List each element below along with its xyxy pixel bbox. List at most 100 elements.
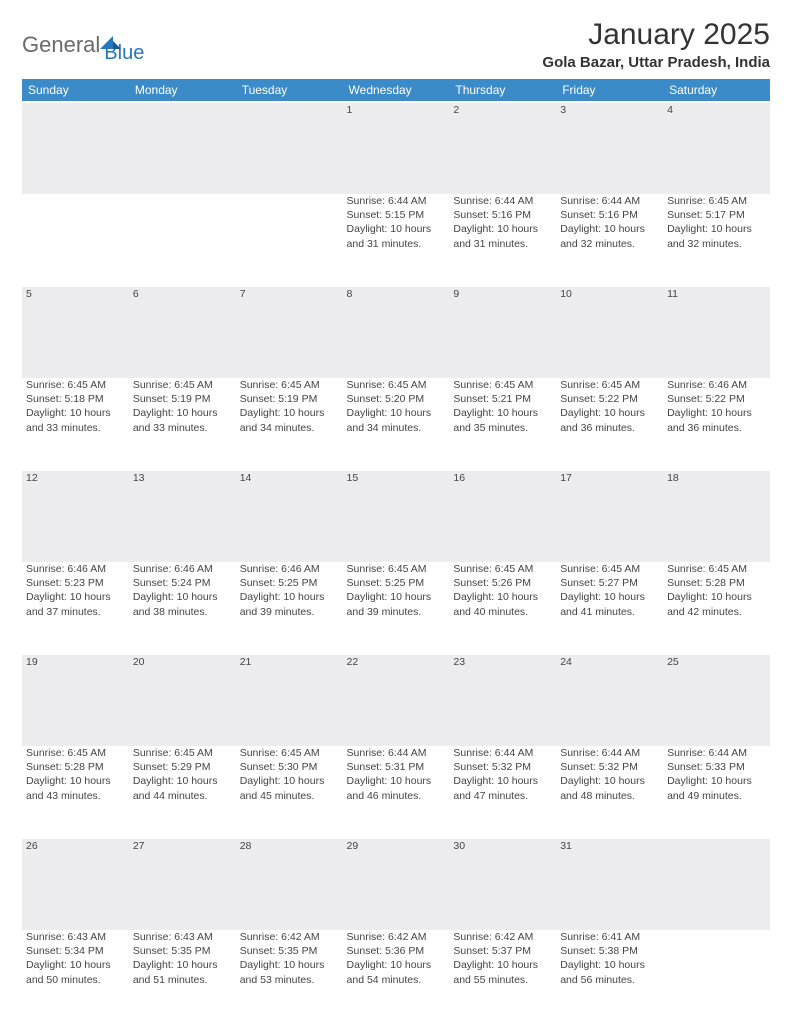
sunset-text: Sunset: 5:25 PM: [347, 576, 446, 590]
day-cell: Sunrise: 6:46 AMSunset: 5:24 PMDaylight:…: [129, 562, 236, 654]
day-cell: [129, 194, 236, 286]
day2-text: and 43 minutes.: [26, 789, 125, 803]
sunrise-text: Sunrise: 6:42 AM: [453, 930, 552, 944]
day1-text: Daylight: 10 hours: [667, 774, 766, 788]
sunrise-text: Sunrise: 6:45 AM: [453, 562, 552, 576]
sunrise-text: Sunrise: 6:44 AM: [667, 746, 766, 760]
day-cell: Sunrise: 6:44 AMSunset: 5:32 PMDaylight:…: [556, 746, 663, 838]
day-cell: Sunrise: 6:45 AMSunset: 5:21 PMDaylight:…: [449, 378, 556, 470]
day1-text: Daylight: 10 hours: [347, 958, 446, 972]
sunrise-text: Sunrise: 6:46 AM: [133, 562, 232, 576]
day2-text: and 49 minutes.: [667, 789, 766, 803]
day-number: 17: [556, 470, 663, 562]
day2-text: and 44 minutes.: [133, 789, 232, 803]
day2-text: and 36 minutes.: [667, 421, 766, 435]
day1-text: Daylight: 10 hours: [560, 958, 659, 972]
weekday-header: Monday: [129, 79, 236, 102]
daynum-row: 12131415161718: [22, 470, 770, 562]
day1-text: Daylight: 10 hours: [667, 406, 766, 420]
weekday-header: Thursday: [449, 79, 556, 102]
day1-text: Daylight: 10 hours: [133, 958, 232, 972]
day1-text: Daylight: 10 hours: [347, 774, 446, 788]
day-cell: Sunrise: 6:44 AMSunset: 5:33 PMDaylight:…: [663, 746, 770, 838]
day-number: 20: [129, 654, 236, 746]
day-cell: Sunrise: 6:44 AMSunset: 5:16 PMDaylight:…: [556, 194, 663, 286]
day2-text: and 54 minutes.: [347, 973, 446, 987]
sunrise-text: Sunrise: 6:43 AM: [26, 930, 125, 944]
day-number: 10: [556, 286, 663, 378]
day1-text: Daylight: 10 hours: [26, 958, 125, 972]
sunset-text: Sunset: 5:31 PM: [347, 760, 446, 774]
month-title: January 2025: [542, 18, 770, 52]
day-number: 9: [449, 286, 556, 378]
day2-text: and 53 minutes.: [240, 973, 339, 987]
sunset-text: Sunset: 5:19 PM: [133, 392, 232, 406]
day-cell: Sunrise: 6:42 AMSunset: 5:36 PMDaylight:…: [343, 930, 450, 1022]
day-number: [663, 838, 770, 930]
daynum-row: 262728293031: [22, 838, 770, 930]
day-cell: Sunrise: 6:45 AMSunset: 5:18 PMDaylight:…: [22, 378, 129, 470]
sunset-text: Sunset: 5:28 PM: [26, 760, 125, 774]
day-number: 2: [449, 102, 556, 194]
day-number: 12: [22, 470, 129, 562]
day2-text: and 55 minutes.: [453, 973, 552, 987]
day2-text: and 46 minutes.: [347, 789, 446, 803]
sunrise-text: Sunrise: 6:45 AM: [133, 378, 232, 392]
day-cell: Sunrise: 6:45 AMSunset: 5:19 PMDaylight:…: [129, 378, 236, 470]
day-number: 6: [129, 286, 236, 378]
weekday-header: Saturday: [663, 79, 770, 102]
day-cell: Sunrise: 6:45 AMSunset: 5:26 PMDaylight:…: [449, 562, 556, 654]
sunset-text: Sunset: 5:36 PM: [347, 944, 446, 958]
logo-triangle-icon: [100, 33, 122, 51]
day1-text: Daylight: 10 hours: [133, 590, 232, 604]
weekday-header: Sunday: [22, 79, 129, 102]
day-cell: Sunrise: 6:45 AMSunset: 5:27 PMDaylight:…: [556, 562, 663, 654]
day-cell: Sunrise: 6:46 AMSunset: 5:22 PMDaylight:…: [663, 378, 770, 470]
sunrise-text: Sunrise: 6:45 AM: [240, 746, 339, 760]
day-cell: Sunrise: 6:45 AMSunset: 5:29 PMDaylight:…: [129, 746, 236, 838]
sunset-text: Sunset: 5:18 PM: [26, 392, 125, 406]
day2-text: and 34 minutes.: [347, 421, 446, 435]
sunset-text: Sunset: 5:20 PM: [347, 392, 446, 406]
day-row: Sunrise: 6:45 AM Sunset: 5:18 PM Daylight:…: [22, 378, 770, 470]
day2-text: and 35 minutes.: [453, 421, 552, 435]
day-cell: Sunrise: 6:45 AMSunset: 5:25 PMDaylight:…: [343, 562, 450, 654]
day-row: Sunrise: 6:44 AMSunset: 5:15 PMDaylight:…: [22, 194, 770, 286]
weekday-header: Tuesday: [236, 79, 343, 102]
day-cell: Sunrise: 6:45 AMSunset: 5:17 PMDaylight:…: [663, 194, 770, 286]
day1-text: Daylight: 10 hours: [560, 774, 659, 788]
sunrise-text: Sunrise: 6:45 AM: [347, 562, 446, 576]
day1-text: Daylight: 10 hours: [453, 774, 552, 788]
calendar-table: Sunday Monday Tuesday Wednesday Thursday…: [22, 79, 770, 1022]
daynum-row: 567891011: [22, 286, 770, 378]
day-cell: Sunrise: 6:42 AMSunset: 5:35 PMDaylight:…: [236, 930, 343, 1022]
day-cell: [663, 930, 770, 1022]
day-number: 1: [343, 102, 450, 194]
sunset-text: Sunset: 5:27 PM: [560, 576, 659, 590]
day-number: 16: [449, 470, 556, 562]
sunrise-text: Sunrise: 6:45 AM: [560, 378, 659, 392]
day-cell: Sunrise: 6:45 AMSunset: 5:28 PMDaylight:…: [22, 746, 129, 838]
sunset-text: Sunset: 5:19 PM: [240, 392, 339, 406]
sunset-text: Sunset: 5:15 PM: [347, 208, 446, 222]
day1-text: Daylight: 10 hours: [26, 774, 125, 788]
logo: General Blue: [22, 24, 144, 65]
sunset-text: Sunset: 5:34 PM: [26, 944, 125, 958]
sunrise-text: Sunrise: 6:44 AM: [453, 746, 552, 760]
day2-text: and 45 minutes.: [240, 789, 339, 803]
day-cell: Sunrise: 6:46 AMSunset: 5:23 PMDaylight:…: [22, 562, 129, 654]
daynum-row: 19202122232425: [22, 654, 770, 746]
day-number: 4: [663, 102, 770, 194]
sunrise-text: Sunrise: 6:45 AM: [667, 194, 766, 208]
day-row: Sunrise: 6:45 AMSunset: 5:28 PMDaylight:…: [22, 746, 770, 838]
sunset-text: Sunset: 5:32 PM: [453, 760, 552, 774]
sunrise-text: Sunrise: 6:45 AM: [347, 378, 446, 392]
weekday-header-row: Sunday Monday Tuesday Wednesday Thursday…: [22, 79, 770, 102]
calendar-body: 1234Sunrise: 6:44 AMSunset: 5:15 PMDayli…: [22, 102, 770, 1022]
day2-text: and 32 minutes.: [667, 237, 766, 251]
sunset-text: Sunset: 5:24 PM: [133, 576, 232, 590]
day-cell: Sunrise: 6:44 AMSunset: 5:15 PMDaylight:…: [343, 194, 450, 286]
day-number: 25: [663, 654, 770, 746]
day1-text: Daylight: 10 hours: [560, 406, 659, 420]
day-number: 18: [663, 470, 770, 562]
